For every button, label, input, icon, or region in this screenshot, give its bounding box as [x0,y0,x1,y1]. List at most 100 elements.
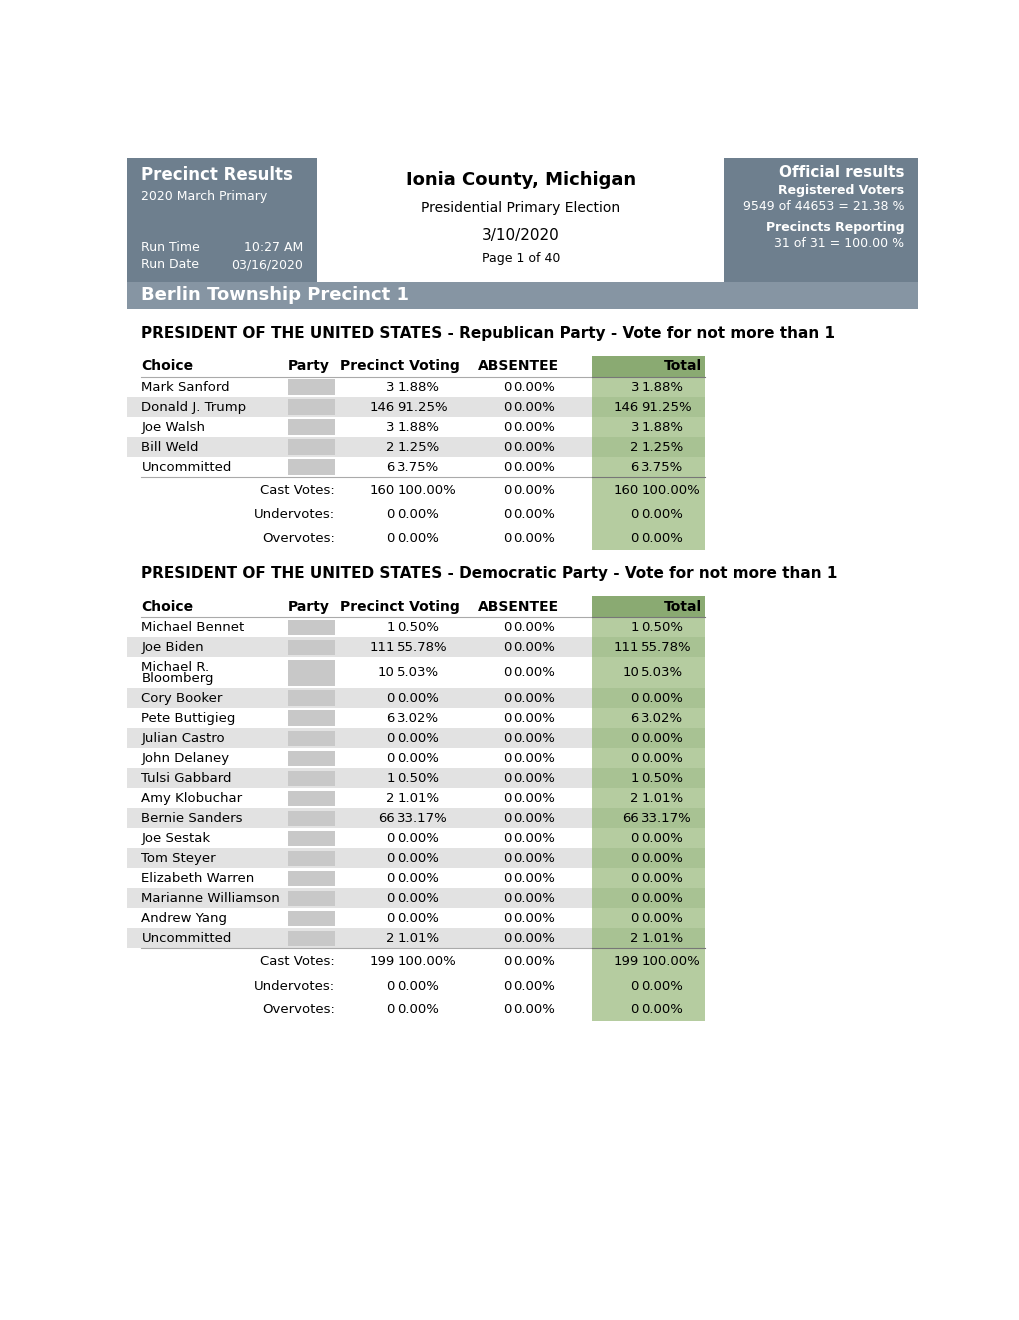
Text: 0: 0 [502,932,511,945]
Text: 0.00%: 0.00% [513,667,554,680]
Text: 6: 6 [386,711,394,725]
Text: Julian Castro: Julian Castro [142,731,225,744]
Bar [287,911,335,927]
Bar [127,688,592,708]
Text: 10:27 AM: 10:27 AM [244,242,303,255]
Text: Total: Total [663,359,701,374]
Text: Precincts Reporting: Precincts Reporting [765,222,903,234]
Text: 0.00%: 0.00% [641,892,683,906]
Text: 0: 0 [386,508,394,521]
Text: 0.00%: 0.00% [641,979,683,993]
Bar [127,849,592,869]
Text: 0: 0 [630,912,638,925]
Bar [592,748,704,768]
Text: 0: 0 [502,667,511,680]
Text: 1: 1 [630,772,638,785]
Bar [287,660,335,686]
Text: 1.88%: 1.88% [396,380,439,393]
Bar [592,908,704,928]
Bar [592,708,704,729]
Bar [127,417,592,437]
Text: Michael Bennet: Michael Bennet [142,620,245,634]
Text: 0: 0 [502,832,511,845]
Bar [592,849,704,869]
Text: 0: 0 [630,871,638,884]
Bar [127,397,592,417]
Text: 0.00%: 0.00% [513,954,554,968]
Text: 0.00%: 0.00% [396,871,438,884]
Bar [127,281,917,309]
Text: ABSENTEE: ABSENTEE [477,359,558,374]
Text: 0.00%: 0.00% [396,851,438,865]
Text: 2: 2 [386,932,394,945]
Bar [127,928,592,949]
Text: Ionia County, Michigan: Ionia County, Michigan [406,172,635,189]
Text: 0: 0 [386,892,394,906]
Text: 0.00%: 0.00% [513,620,554,634]
Text: Choice: Choice [142,359,194,374]
Text: Amy Klobuchar: Amy Klobuchar [142,792,243,805]
Text: 1: 1 [386,772,394,785]
Text: 0.00%: 0.00% [513,851,554,865]
Text: 0.00%: 0.00% [641,508,683,521]
Text: 0: 0 [630,892,638,906]
Bar [592,729,704,748]
Text: 0.00%: 0.00% [513,421,554,434]
Bar [592,417,704,437]
Text: Tom Steyer: Tom Steyer [142,851,216,865]
Text: 0.00%: 0.00% [513,792,554,805]
Text: 0: 0 [386,979,394,993]
Text: 0: 0 [502,731,511,744]
Bar [592,948,704,974]
Text: 0: 0 [386,532,394,545]
Text: 0: 0 [386,851,394,865]
Text: 0.00%: 0.00% [641,751,683,764]
Text: Andrew Yang: Andrew Yang [142,912,227,925]
Text: 0: 0 [630,851,638,865]
Text: 3.75%: 3.75% [396,461,439,474]
Text: 91.25%: 91.25% [641,400,691,413]
Text: Bill Weld: Bill Weld [142,441,199,454]
Text: Uncommitted: Uncommitted [142,932,231,945]
Bar [127,437,592,457]
Text: 0: 0 [502,400,511,413]
Text: 55.78%: 55.78% [641,640,691,653]
Text: 0.50%: 0.50% [396,620,439,634]
Text: 0.00%: 0.00% [513,731,554,744]
Bar [592,527,704,549]
Text: 0.00%: 0.00% [641,731,683,744]
Text: Cory Booker: Cory Booker [142,692,222,705]
Text: Pete Buttigieg: Pete Buttigieg [142,711,235,725]
Text: 3: 3 [630,380,638,393]
Text: 0.00%: 0.00% [396,508,438,521]
Text: 100.00%: 100.00% [641,483,699,496]
Text: 100.00%: 100.00% [641,954,699,968]
Bar [127,729,592,748]
Text: 0.00%: 0.00% [396,532,438,545]
Text: Bloomberg: Bloomberg [142,672,214,685]
Bar [592,998,704,1020]
Text: 5.03%: 5.03% [641,667,683,680]
Text: Choice: Choice [142,599,194,614]
Text: 55.78%: 55.78% [396,640,447,653]
Text: John Delaney: John Delaney [142,751,229,764]
Text: 0.00%: 0.00% [396,731,438,744]
Text: 2: 2 [630,441,638,454]
Text: 0.00%: 0.00% [396,1003,438,1016]
Bar [592,638,704,657]
Bar [287,420,335,434]
Text: 0.00%: 0.00% [513,1003,554,1016]
Text: 0.00%: 0.00% [513,483,554,496]
Bar [127,618,592,638]
Text: 0: 0 [386,871,394,884]
Text: 0: 0 [502,508,511,521]
Bar [287,619,335,635]
Bar [127,908,592,928]
Bar [592,657,704,688]
Text: 1: 1 [386,620,394,634]
Text: 111: 111 [612,640,638,653]
Text: 0.50%: 0.50% [641,772,683,785]
Text: 0.00%: 0.00% [641,1003,683,1016]
Text: 0.00%: 0.00% [513,640,554,653]
Text: 0: 0 [502,692,511,705]
